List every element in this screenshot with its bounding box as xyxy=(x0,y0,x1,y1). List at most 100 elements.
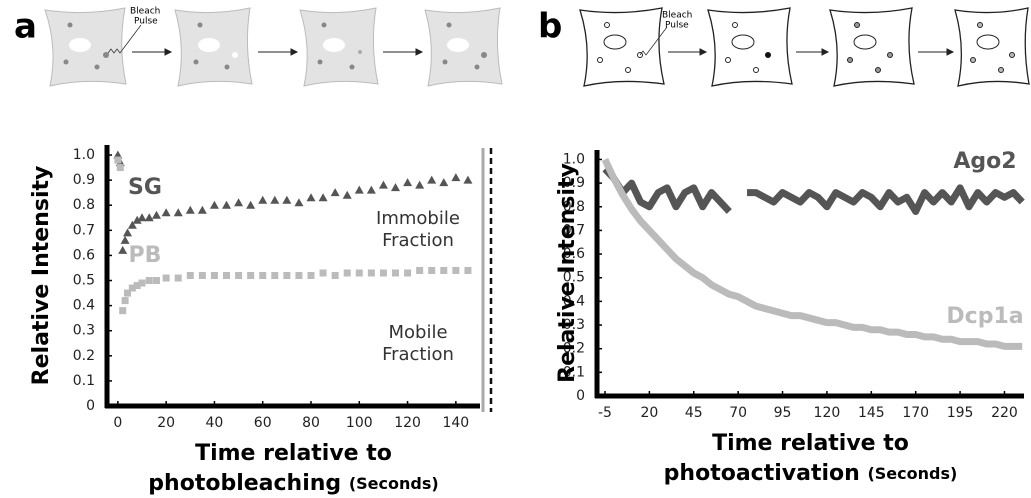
x-tick-label: 120 xyxy=(394,415,421,431)
marker xyxy=(198,272,206,279)
marker xyxy=(306,193,316,202)
marker xyxy=(354,185,364,194)
marker xyxy=(132,215,142,224)
y-tick-label: 1.0 xyxy=(563,151,585,167)
marker xyxy=(415,180,425,189)
marker xyxy=(186,272,194,279)
marker xyxy=(121,297,129,305)
x-tick-label: 140 xyxy=(442,415,469,431)
marker xyxy=(124,289,132,297)
marker xyxy=(330,188,340,197)
marker xyxy=(343,269,351,277)
marker xyxy=(162,274,170,282)
x-tick-label: 120 xyxy=(814,405,841,421)
x-axis-label: photoactivation (Seconds) xyxy=(664,461,958,486)
x-axis-unit: (Seconds) xyxy=(349,474,439,493)
series-label: PB xyxy=(129,243,162,268)
marker xyxy=(222,200,232,209)
marker xyxy=(295,272,303,279)
y-tick-label: 0.6 xyxy=(563,246,585,262)
marker xyxy=(234,198,244,207)
marker xyxy=(137,213,147,222)
marker xyxy=(427,175,437,184)
marker xyxy=(464,266,472,274)
marker xyxy=(342,190,352,199)
marker xyxy=(428,266,436,274)
marker xyxy=(210,272,218,279)
schematic-label: Bleach xyxy=(662,11,692,21)
x-axis-label: photobleaching (Seconds) xyxy=(148,471,438,496)
marker xyxy=(246,200,256,209)
annotation: Fraction xyxy=(382,230,454,251)
series-label: Dcp1a xyxy=(946,304,1023,329)
series-line xyxy=(602,166,1025,215)
y-tick-label: 0.9 xyxy=(73,172,95,188)
marker xyxy=(366,185,376,194)
y-tick-label: 0.1 xyxy=(73,373,95,389)
schematic-b: Bleach Pulse xyxy=(579,7,1030,87)
marker xyxy=(247,272,255,279)
annotation: Mobile xyxy=(388,322,447,343)
marker xyxy=(270,195,280,204)
marker xyxy=(144,213,154,222)
x-tick-label: -5 xyxy=(598,405,612,421)
marker xyxy=(404,269,412,277)
marker xyxy=(258,195,268,204)
marker xyxy=(452,266,460,274)
x-tick-label: 95 xyxy=(774,405,792,421)
x-tick-label: 80 xyxy=(302,415,320,431)
schematic-label: Pulse xyxy=(134,17,158,27)
x-tick-label: 220 xyxy=(991,405,1018,421)
x-tick-label: 100 xyxy=(346,415,373,431)
marker xyxy=(123,228,133,237)
schematic-a: Bleach Pulse xyxy=(44,7,503,87)
y-axis-label: Relative Intensity xyxy=(555,163,580,383)
y-tick-label: 0.4 xyxy=(563,293,585,309)
y-tick-label: 0.8 xyxy=(73,197,95,213)
marker xyxy=(223,272,231,279)
annotation: Fraction xyxy=(382,344,454,365)
marker xyxy=(127,220,137,229)
y-tick-label: 0.5 xyxy=(73,273,95,289)
marker xyxy=(271,272,279,279)
x-tick-label: 0 xyxy=(113,415,122,431)
y-tick-label: 0.3 xyxy=(73,323,95,339)
x-tick-label: 195 xyxy=(947,405,974,421)
marker xyxy=(451,173,461,182)
marker xyxy=(439,178,449,187)
y-tick-label: 0.6 xyxy=(73,247,95,263)
marker xyxy=(319,269,327,277)
panel-label: a xyxy=(14,7,37,47)
marker xyxy=(113,150,123,159)
marker xyxy=(119,307,127,315)
marker xyxy=(133,282,141,290)
series-label: SG xyxy=(128,175,162,200)
x-tick-label: 20 xyxy=(640,405,658,421)
marker xyxy=(440,266,448,274)
x-tick-label: 20 xyxy=(157,415,175,431)
y-tick-label: 0.1 xyxy=(563,364,585,380)
x-tick-label: 145 xyxy=(858,405,885,421)
y-tick-label: 0.2 xyxy=(563,341,585,357)
marker xyxy=(331,272,339,279)
x-axis-unit: (Seconds) xyxy=(867,464,957,483)
marker xyxy=(173,208,183,217)
marker xyxy=(282,195,292,204)
marker xyxy=(355,269,363,277)
marker xyxy=(378,180,388,189)
marker xyxy=(138,279,146,287)
y-tick-label: 1.0 xyxy=(73,147,95,163)
marker xyxy=(114,156,122,164)
y-tick-label: 0.4 xyxy=(73,298,95,314)
marker xyxy=(174,274,182,282)
marker xyxy=(161,208,171,217)
marker xyxy=(379,269,387,277)
x-tick-label: 60 xyxy=(254,415,272,431)
marker xyxy=(152,277,160,285)
y-tick-label: 0 xyxy=(576,388,585,404)
marker xyxy=(116,164,124,172)
y-axis-label: Relative Intensity xyxy=(29,166,54,386)
marker xyxy=(197,205,207,214)
y-tick-label: 0.2 xyxy=(73,348,95,364)
